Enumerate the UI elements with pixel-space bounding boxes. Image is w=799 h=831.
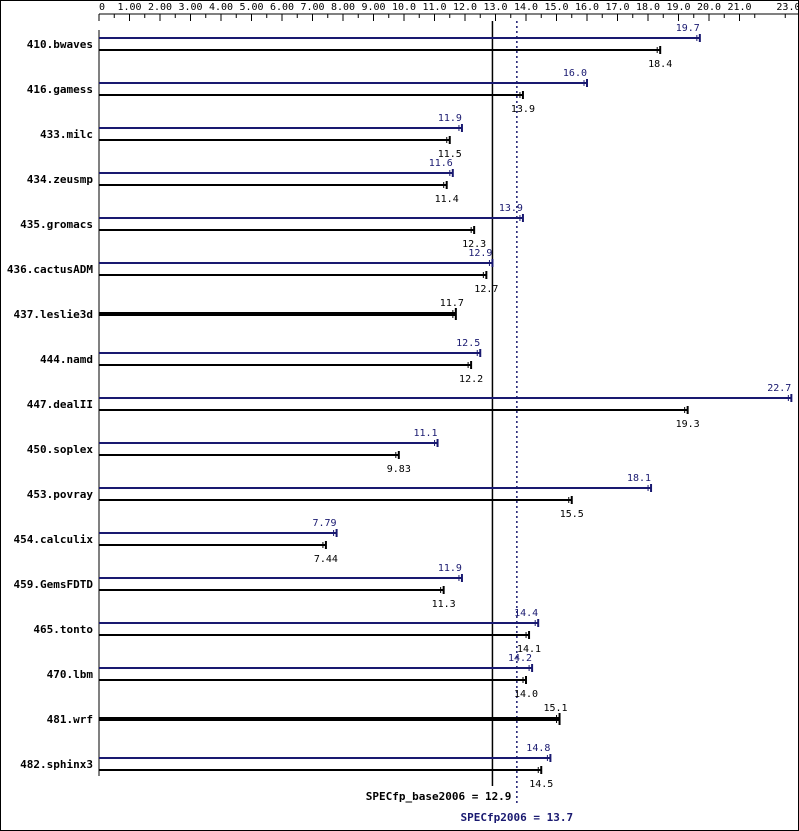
benchmark-row: 450.soplex 11.1 9.83 xyxy=(27,428,439,475)
base-value-label: 18.4 xyxy=(648,59,672,70)
benchmark-label: 450.soplex xyxy=(27,443,94,456)
base-value-label: 12.3 xyxy=(462,239,486,250)
peak-value-label: 12.5 xyxy=(456,338,480,349)
benchmark-row: 436.cactusADM 12.9 12.7 xyxy=(7,248,498,295)
base-value-label: 11.4 xyxy=(435,194,459,205)
base-value-label: 19.3 xyxy=(676,419,700,430)
combined-value-label: 15.1 xyxy=(544,703,568,714)
peak-value-label: 11.9 xyxy=(438,113,462,124)
benchmark-label: 435.gromacs xyxy=(20,218,93,231)
x-axis-tick-label: 18.0 xyxy=(636,2,660,13)
base-value-label: 15.5 xyxy=(560,509,584,520)
peak-value-label: 22.7 xyxy=(767,383,791,394)
base-value-label: 9.83 xyxy=(387,464,411,475)
reference-lines: SPECfp_base2006 = 12.9 SPECfp2006 = 13.7 xyxy=(366,21,573,824)
base-value-label: 7.44 xyxy=(314,554,338,565)
base-value-label: 14.1 xyxy=(517,644,541,655)
benchmark-row: 481.wrf 15.1 xyxy=(47,703,568,726)
x-axis-tick-label: 2.00 xyxy=(148,2,172,13)
x-axis-tick-label: 16.0 xyxy=(575,2,599,13)
x-axis-tick-label: 12.0 xyxy=(453,2,477,13)
x-axis-tick-label: 0 xyxy=(99,2,105,13)
x-axis-tick-label: 19.0 xyxy=(666,2,690,13)
x-axis-tick-label: 11.0 xyxy=(422,2,446,13)
base-value-label: 11.5 xyxy=(438,149,462,160)
x-axis-tick-label: 20.0 xyxy=(697,2,721,13)
benchmark-label: 470.lbm xyxy=(47,668,94,681)
benchmark-label: 437.leslie3d xyxy=(14,308,93,321)
benchmark-row: 434.zeusmp 11.6 11.4 xyxy=(27,158,459,205)
peak-value-label: 14.2 xyxy=(508,653,532,664)
peak-value-label: 11.1 xyxy=(413,428,437,439)
x-axis-tick-label: 1.00 xyxy=(117,2,141,13)
benchmark-label: 481.wrf xyxy=(47,713,93,726)
benchmark-row: 444.namd 12.5 12.2 xyxy=(40,338,483,385)
benchmark-label: 482.sphinx3 xyxy=(20,758,93,771)
combined-value-label: 11.7 xyxy=(440,298,464,309)
x-axis-tick-label: 8.00 xyxy=(331,2,355,13)
benchmark-row: 433.milc 11.9 11.5 xyxy=(40,113,463,160)
benchmark-row: 453.povray 18.1 15.5 xyxy=(27,473,653,520)
benchmark-label: 459.GemsFDTD xyxy=(14,578,94,591)
benchmark-row: 454.calculix 7.79 7.44 xyxy=(14,518,338,565)
x-axis-tick-label: 9.00 xyxy=(361,2,385,13)
benchmark-label: 447.dealII xyxy=(27,398,93,411)
benchmark-label: 416.gamess xyxy=(27,83,93,96)
peak-value-label: 19.7 xyxy=(676,23,700,34)
base-value-label: 14.5 xyxy=(529,779,553,790)
benchmark-row: 435.gromacs 13.9 12.3 xyxy=(20,203,524,250)
benchmark-row: 465.tonto 14.4 14.1 xyxy=(33,608,541,655)
benchmark-row: 410.bwaves 19.7 18.4 xyxy=(27,23,701,70)
x-axis: 0 1.00 2.00 3.00 4.00 5.00 6.00 7.00 8.00 9.00 10.… xyxy=(98,2,799,776)
benchmark-row: 416.gamess 16.0 13.9 xyxy=(27,68,588,115)
x-axis-tick-label: 17.0 xyxy=(605,2,629,13)
benchmark-label: 454.calculix xyxy=(14,533,94,546)
benchmark-label: 444.namd xyxy=(40,353,93,366)
benchmark-row: 482.sphinx3 14.8 14.5 xyxy=(20,743,553,790)
benchmark-row: 447.dealII 22.7 19.3 xyxy=(27,383,793,430)
peak-value-label: 13.9 xyxy=(499,203,523,214)
peak-value-label: 16.0 xyxy=(563,68,587,79)
benchmark-label: 433.milc xyxy=(40,128,93,141)
x-axis-tick-label: 4.00 xyxy=(209,2,233,13)
x-axis-tick-label: 13.0 xyxy=(483,2,507,13)
benchmark-label: 434.zeusmp xyxy=(27,173,94,186)
x-axis-tick-label: 3.00 xyxy=(178,2,202,13)
peak-value-label: 12.9 xyxy=(468,248,492,259)
x-axis-tick-label: 21.0 xyxy=(727,2,751,13)
x-axis-tick-label: 10.0 xyxy=(392,2,416,13)
base-value-label: 14.0 xyxy=(514,689,538,700)
benchmark-row: 437.leslie3d 11.7 xyxy=(14,298,464,321)
peak-value-label: 14.4 xyxy=(514,608,538,619)
x-axis-tick-label: 7.00 xyxy=(300,2,324,13)
peak-value-label: 11.6 xyxy=(429,158,453,169)
base-value-label: 11.3 xyxy=(432,599,456,610)
base-value-label: 13.9 xyxy=(511,104,535,115)
x-axis-tick-label: 6.00 xyxy=(270,2,294,13)
peak-value-label: 11.9 xyxy=(438,563,462,574)
x-axis-tick-label: 15.0 xyxy=(544,2,568,13)
peak-value-label: 7.79 xyxy=(313,518,337,529)
benchmark-label: 465.tonto xyxy=(33,623,93,636)
benchmark-bars: 410.bwaves 19.7 18.4 416.gamess 16.0 13.9 433.… xyxy=(7,23,793,790)
benchmark-label: 436.cactusADM xyxy=(7,263,93,276)
base-summary-label: SPECfp_base2006 = 12.9 xyxy=(366,790,512,803)
base-value-label: 12.7 xyxy=(474,284,498,295)
peak-summary-label: SPECfp2006 = 13.7 xyxy=(461,811,574,824)
benchmark-label: 410.bwaves xyxy=(27,38,93,51)
peak-value-label: 18.1 xyxy=(627,473,651,484)
peak-value-label: 14.8 xyxy=(526,743,550,754)
base-value-label: 12.2 xyxy=(459,374,483,385)
x-axis-tick-label: 23.0 xyxy=(776,2,799,13)
benchmark-row: 459.GemsFDTD 11.9 11.3 xyxy=(14,563,463,610)
x-axis-tick-label: 5.00 xyxy=(239,2,263,13)
benchmark-label: 453.povray xyxy=(27,488,94,501)
x-axis-tick-label: 14.0 xyxy=(514,2,538,13)
benchmark-row: 470.lbm 14.2 14.0 xyxy=(47,653,538,700)
